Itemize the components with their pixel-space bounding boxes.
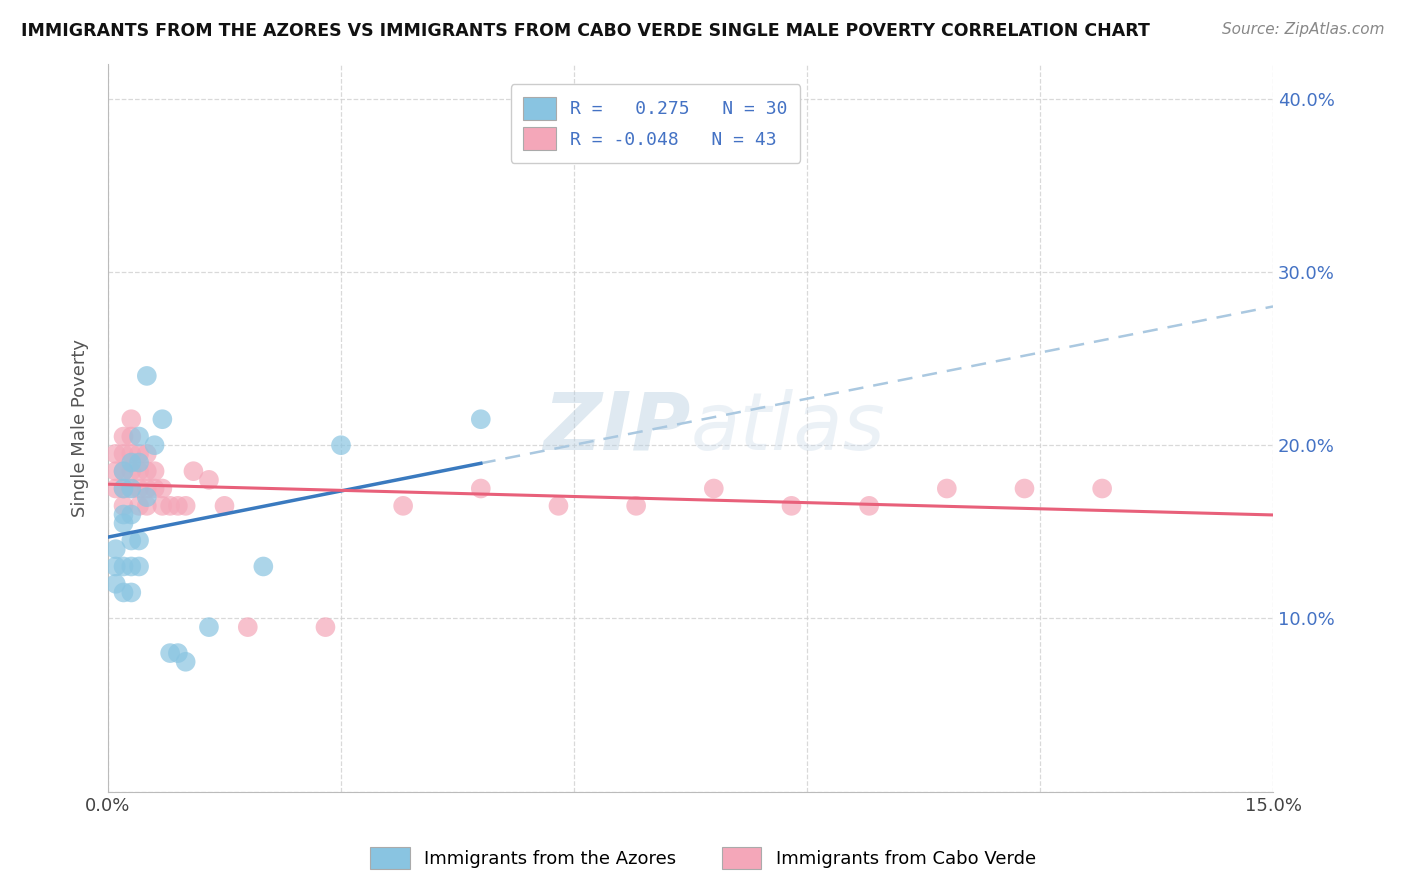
Point [128,456,150,470]
Text: atlas: atlas [690,389,886,467]
Point [214,499,236,513]
Point [470,412,492,426]
Point [112,499,135,513]
Point [198,620,221,634]
Point [858,499,880,513]
Point [120,429,142,443]
Point [143,482,166,496]
Point [104,482,127,496]
Point [1014,482,1036,496]
Point [174,499,197,513]
Point [143,438,166,452]
Point [112,559,135,574]
Point [104,576,127,591]
Point [104,542,127,557]
Point [150,412,173,426]
Point [159,499,181,513]
Point [120,559,142,574]
Point [128,429,150,443]
Point [104,464,127,478]
Text: Source: ZipAtlas.com: Source: ZipAtlas.com [1222,22,1385,37]
Point [314,620,336,634]
Point [128,482,150,496]
Text: IMMIGRANTS FROM THE AZORES VS IMMIGRANTS FROM CABO VERDE SINGLE MALE POVERTY COR: IMMIGRANTS FROM THE AZORES VS IMMIGRANTS… [21,22,1150,40]
Point [470,482,492,496]
Point [120,482,142,496]
Point [252,559,274,574]
Point [135,499,157,513]
Point [120,464,142,478]
Point [112,482,135,496]
Point [120,447,142,461]
Point [703,482,725,496]
Point [935,482,957,496]
Point [128,447,150,461]
Point [128,499,150,513]
Point [104,447,127,461]
Point [174,655,197,669]
Point [120,508,142,522]
Point [135,482,157,496]
Point [330,438,353,452]
Point [159,646,181,660]
Point [167,646,190,660]
Point [112,482,135,496]
Point [150,499,173,513]
Point [120,533,142,548]
Point [167,499,190,513]
Point [112,516,135,531]
Point [392,499,415,513]
Point [128,464,150,478]
Point [120,482,142,496]
Point [1091,482,1114,496]
Point [135,464,157,478]
Point [112,508,135,522]
Legend: R =   0.275   N = 30, R = -0.048   N = 43: R = 0.275 N = 30, R = -0.048 N = 43 [510,84,800,163]
Point [547,499,569,513]
Point [135,447,157,461]
Point [150,482,173,496]
Point [143,464,166,478]
Point [128,533,150,548]
Point [112,464,135,478]
Point [624,499,647,513]
Point [236,620,259,634]
Point [198,473,221,487]
Point [183,464,205,478]
Point [112,447,135,461]
Point [112,464,135,478]
Point [104,559,127,574]
Point [120,412,142,426]
Y-axis label: Single Male Poverty: Single Male Poverty [72,339,89,516]
Point [135,490,157,504]
Point [128,559,150,574]
Point [135,368,157,383]
Point [112,429,135,443]
Point [120,456,142,470]
Text: ZIP: ZIP [543,389,690,467]
Legend: Immigrants from the Azores, Immigrants from Cabo Verde: Immigrants from the Azores, Immigrants f… [363,839,1043,876]
Point [120,585,142,599]
Point [112,585,135,599]
Point [780,499,803,513]
